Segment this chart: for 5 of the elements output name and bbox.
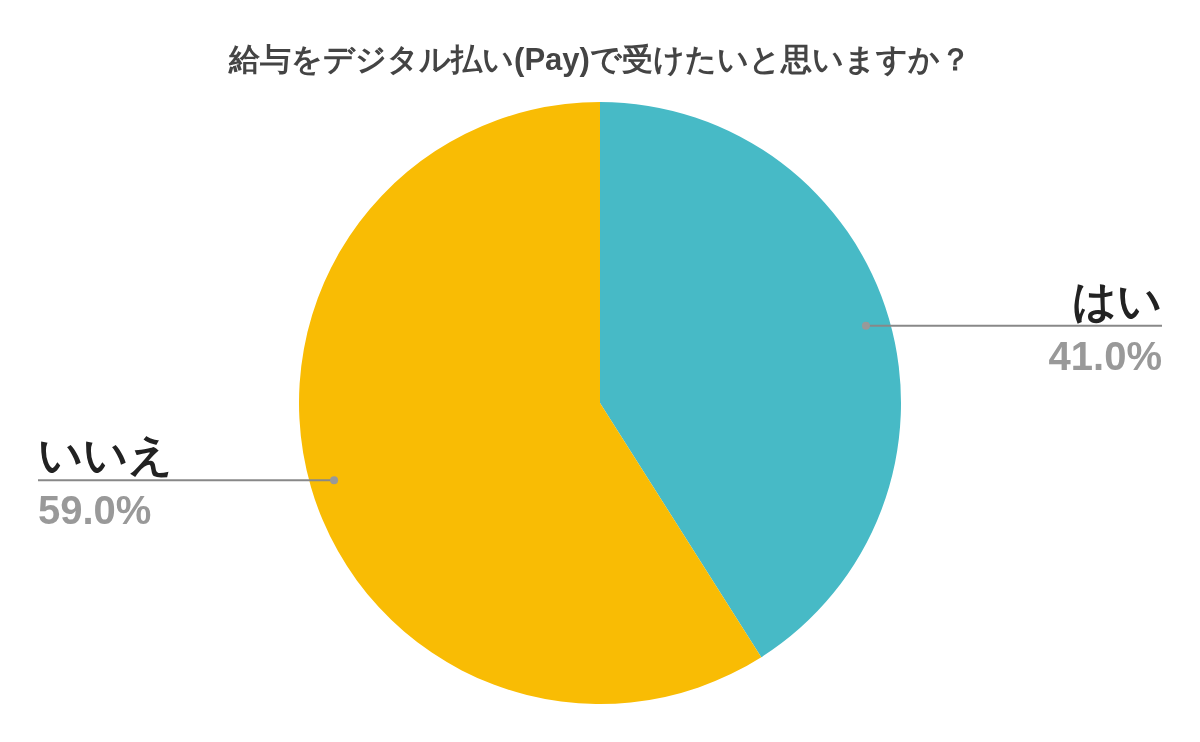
data-label: 59.0% — [38, 488, 152, 533]
chart-title: 給与をデジタル払い(Pay)で受けたいと思いますか？ — [228, 42, 971, 77]
slice-label: はい — [1072, 275, 1162, 325]
slice-label: いいえ — [38, 430, 173, 480]
data-label: 41.0% — [1048, 333, 1162, 378]
